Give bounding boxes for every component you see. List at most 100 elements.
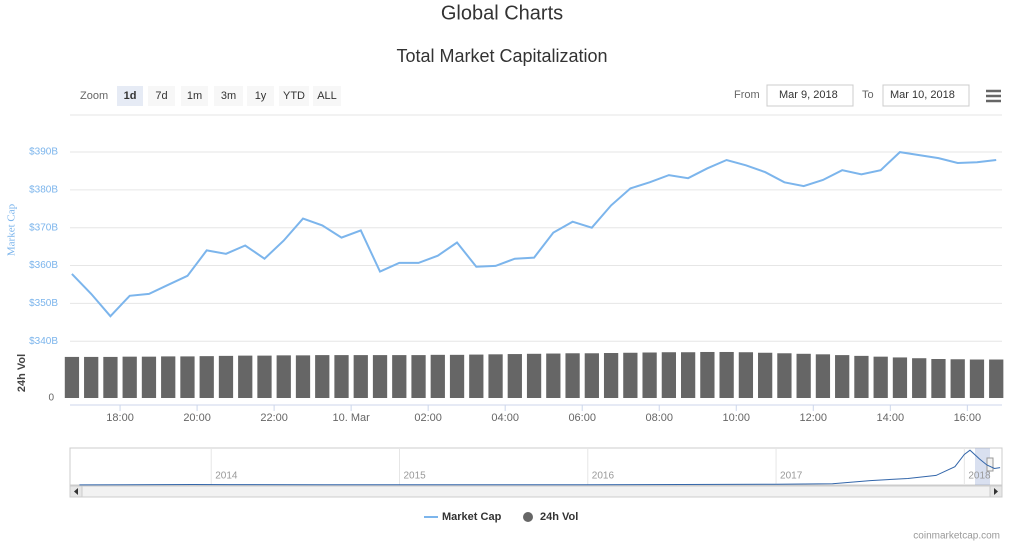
volume-bar xyxy=(950,359,965,398)
menu-button[interactable] xyxy=(986,89,1001,103)
y2-tick-label: 0 xyxy=(48,393,54,404)
market-cap-line xyxy=(71,151,997,318)
to-label: To xyxy=(862,89,874,101)
x-tick-label: 22:00 xyxy=(260,412,288,424)
zoom-button[interactable] xyxy=(247,86,274,106)
y-tick-label: $350B xyxy=(29,298,58,309)
zoom-button-label[interactable]: 3m xyxy=(221,90,236,102)
volume-bar xyxy=(892,357,908,398)
volume-bar xyxy=(199,356,214,398)
volume-bar xyxy=(161,356,176,398)
volume-bar xyxy=(392,355,407,398)
chart-title: Total Market Capitalization xyxy=(396,46,607,66)
volume-bar xyxy=(989,359,1004,398)
volume-bar xyxy=(469,354,484,398)
volume-bar xyxy=(430,354,445,398)
navigator-tick-label: 2014 xyxy=(215,471,238,482)
zoom-button[interactable] xyxy=(279,86,309,106)
volume-bar xyxy=(758,352,773,398)
zoom-button-label[interactable]: 7d xyxy=(155,90,167,102)
zoom-button-label[interactable]: ALL xyxy=(317,90,337,102)
zoom-button-label[interactable]: YTD xyxy=(283,90,305,102)
zoom-button[interactable] xyxy=(214,86,243,106)
x-tick-label: 04:00 xyxy=(491,412,519,424)
y-tick-label: $360B xyxy=(29,260,58,271)
volume-bar xyxy=(372,355,388,398)
navigator-handle[interactable] xyxy=(986,457,994,472)
volume-bar xyxy=(488,354,503,398)
from-input[interactable] xyxy=(766,84,854,107)
y-tick-label: $390B xyxy=(29,147,58,158)
x-tick-label: 12:00 xyxy=(800,412,828,424)
from-label: From xyxy=(734,89,760,101)
volume-bar xyxy=(854,355,869,398)
navigator-tick-label: 2017 xyxy=(780,471,803,482)
arrow-icon xyxy=(994,488,998,495)
zoom-label: Zoom xyxy=(80,90,108,102)
zoom-button[interactable] xyxy=(148,86,175,106)
volume-bar xyxy=(623,352,638,398)
volume-bar xyxy=(796,353,811,398)
y2-axis-label: 24h Vol xyxy=(16,354,28,392)
legend-label[interactable]: 24h Vol xyxy=(540,511,578,523)
volume-bar xyxy=(873,356,888,398)
y-tick-label: $370B xyxy=(29,222,58,233)
to-date[interactable]: Mar 10, 2018 xyxy=(890,89,955,101)
volume-bar xyxy=(642,352,657,398)
volume-bar xyxy=(295,355,311,398)
zoom-button-label[interactable]: 1m xyxy=(187,90,202,102)
zoom-button-label[interactable]: 1d xyxy=(124,90,137,102)
volume-bar xyxy=(738,352,754,398)
navigator-tick-label: 2018 xyxy=(968,471,991,482)
volume-bar xyxy=(411,355,426,398)
navigator-line xyxy=(79,449,1001,486)
volume-bar xyxy=(584,353,599,398)
y-tick-label: $340B xyxy=(29,336,58,347)
volume-bar xyxy=(257,355,272,398)
zoom-button[interactable] xyxy=(181,86,208,106)
y-axis-label: Market Cap xyxy=(6,203,18,256)
navigator-tick-label: 2015 xyxy=(403,471,426,482)
volume-bar xyxy=(719,351,734,398)
volume-bar xyxy=(546,353,561,398)
arrow-icon xyxy=(74,488,78,495)
zoom-button[interactable] xyxy=(117,86,143,106)
volume-bar xyxy=(353,355,368,398)
legend-label[interactable]: Market Cap xyxy=(442,511,502,523)
volume-bar xyxy=(334,355,349,398)
x-tick-label: 20:00 xyxy=(183,412,211,424)
volume-bar xyxy=(680,352,696,398)
volume-bar xyxy=(661,352,677,398)
x-tick-label: 02:00 xyxy=(414,412,442,424)
navigator-pane xyxy=(69,447,1003,486)
volume-bar xyxy=(449,354,465,398)
volume-bar xyxy=(180,356,195,398)
volume-bar xyxy=(218,355,234,398)
from-date[interactable]: Mar 9, 2018 xyxy=(779,89,838,101)
volume-bar xyxy=(526,353,542,398)
to-input[interactable] xyxy=(882,84,970,107)
x-tick-label: 14:00 xyxy=(877,412,905,424)
volume-bar xyxy=(603,353,619,398)
legend-symbol[interactable] xyxy=(523,512,533,522)
navigator-selection[interactable] xyxy=(975,448,990,485)
volume-bar xyxy=(238,355,253,398)
volume-bar xyxy=(315,355,330,398)
volume-bar xyxy=(64,356,80,398)
credit[interactable]: coinmarketcap.com xyxy=(913,531,1000,542)
x-tick-label: 18:00 xyxy=(106,412,134,424)
volume-bar xyxy=(835,355,850,398)
zoom-button-label[interactable]: 1y xyxy=(255,90,267,102)
x-tick-label: 06:00 xyxy=(568,412,596,424)
volume-bar xyxy=(777,353,792,398)
volume-bar xyxy=(912,358,927,398)
scrollbar[interactable] xyxy=(69,485,1003,498)
volume-bar xyxy=(507,354,522,398)
x-tick-label: 10. Mar xyxy=(332,412,370,424)
zoom-button[interactable] xyxy=(313,86,341,106)
volume-bar xyxy=(276,355,291,398)
volume-bar xyxy=(84,356,99,398)
volume-bar xyxy=(122,356,137,398)
y-tick-label: $380B xyxy=(29,185,58,196)
